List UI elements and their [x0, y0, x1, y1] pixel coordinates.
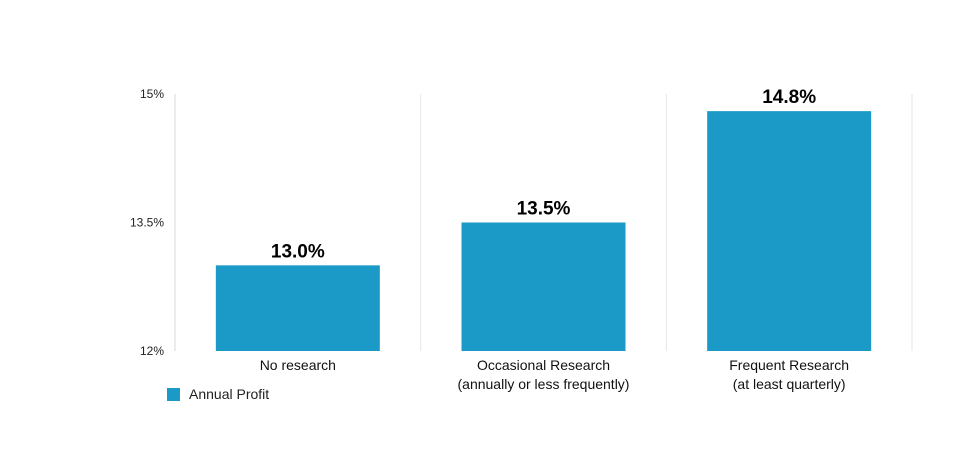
- data-label: 13.0%: [271, 241, 325, 262]
- y-tick-label: 12%: [140, 344, 164, 358]
- data-label: 13.5%: [517, 199, 571, 220]
- bar: [461, 222, 626, 351]
- x-tick-label: (at least quarterly): [733, 376, 846, 392]
- bar: [707, 111, 872, 351]
- legend-swatch: [167, 387, 180, 401]
- data-label: 14.8%: [762, 87, 816, 108]
- legend-label: Annual Profit: [189, 386, 270, 402]
- data-labels: 13.0% 13.5% 14.8%: [271, 87, 816, 262]
- x-tick-label: No research: [260, 357, 336, 373]
- y-tick-label: 15%: [140, 87, 164, 101]
- legend: Annual Profit: [167, 386, 269, 402]
- bar: [215, 265, 380, 351]
- x-tick-label: (annually or less frequently): [458, 376, 630, 392]
- y-tick-label: 13.5%: [130, 216, 164, 230]
- y-axis: 12% 13.5% 15%: [130, 87, 164, 358]
- x-tick-label: Frequent Research: [729, 357, 849, 373]
- bars: [215, 111, 872, 351]
- x-axis: No research Occasional Research (annually …: [260, 357, 849, 392]
- category-separators: [174, 94, 913, 351]
- x-tick-label: Occasional Research: [477, 357, 610, 373]
